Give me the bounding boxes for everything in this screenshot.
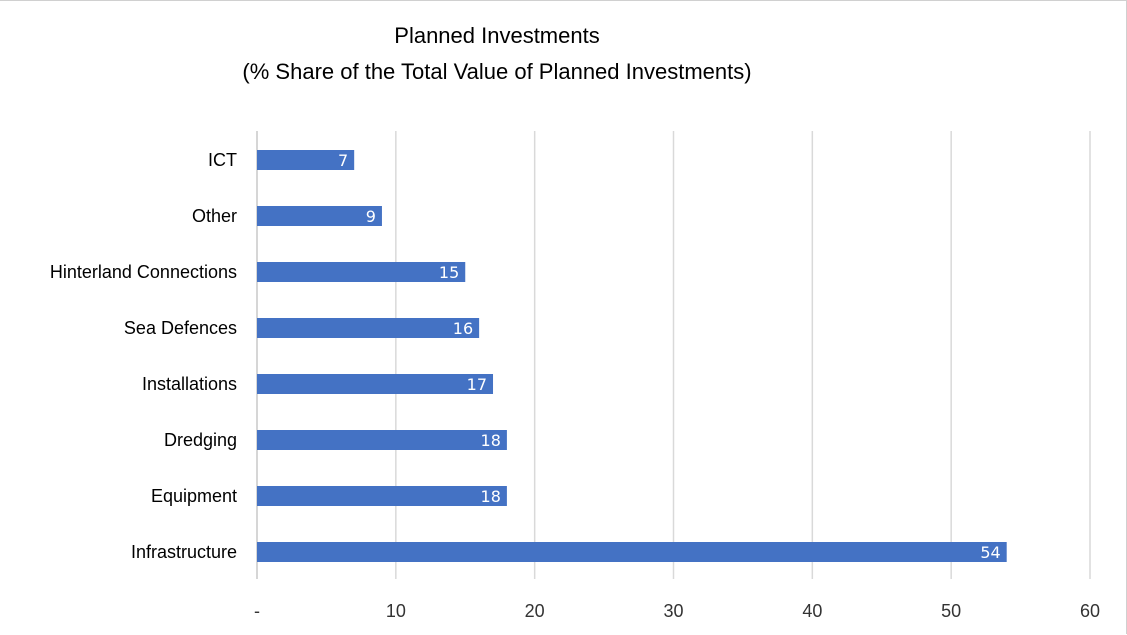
gridlines bbox=[256, 131, 1091, 579]
chart-subtitle: (% Share of the Total Value of Planned I… bbox=[242, 59, 751, 84]
x-tick-label: 30 bbox=[663, 601, 683, 621]
data-label: 54 bbox=[980, 543, 1000, 562]
data-label: 18 bbox=[481, 487, 501, 506]
category-label: Other bbox=[192, 206, 237, 226]
data-label: 16 bbox=[453, 319, 473, 338]
category-label: Hinterland Connections bbox=[50, 262, 237, 282]
category-label: Equipment bbox=[151, 486, 237, 506]
bar bbox=[257, 542, 1007, 562]
chart-title: Planned Investments bbox=[394, 23, 599, 48]
category-label: Installations bbox=[142, 374, 237, 394]
bar bbox=[257, 318, 480, 338]
data-label: 17 bbox=[467, 375, 487, 394]
category-label: Dredging bbox=[164, 430, 237, 450]
bar bbox=[257, 486, 507, 506]
x-axis-tick-labels: - 10 20 30 40 50 60 bbox=[254, 601, 1100, 621]
data-label: 15 bbox=[439, 263, 459, 282]
x-tick-label: 50 bbox=[941, 601, 961, 621]
data-label: 9 bbox=[366, 207, 376, 226]
category-label: Sea Defences bbox=[124, 318, 237, 338]
category-label: Infrastructure bbox=[131, 542, 237, 562]
bar bbox=[257, 430, 507, 450]
x-tick-label: 60 bbox=[1080, 601, 1100, 621]
x-tick-label: - bbox=[254, 601, 260, 621]
x-tick-label: 20 bbox=[525, 601, 545, 621]
bar bbox=[257, 150, 355, 170]
bar bbox=[257, 262, 466, 282]
x-tick-label: 40 bbox=[802, 601, 822, 621]
bar bbox=[257, 374, 494, 394]
x-tick-label: 10 bbox=[386, 601, 406, 621]
bars: 7 9 15 16 17 18 18 54 bbox=[257, 150, 1007, 562]
data-label: 7 bbox=[338, 151, 348, 170]
category-labels: ICT Other Hinterland Connections Sea Defenc… bbox=[50, 150, 237, 562]
data-label: 18 bbox=[481, 431, 501, 450]
bar bbox=[257, 206, 382, 226]
category-label: ICT bbox=[208, 150, 237, 170]
